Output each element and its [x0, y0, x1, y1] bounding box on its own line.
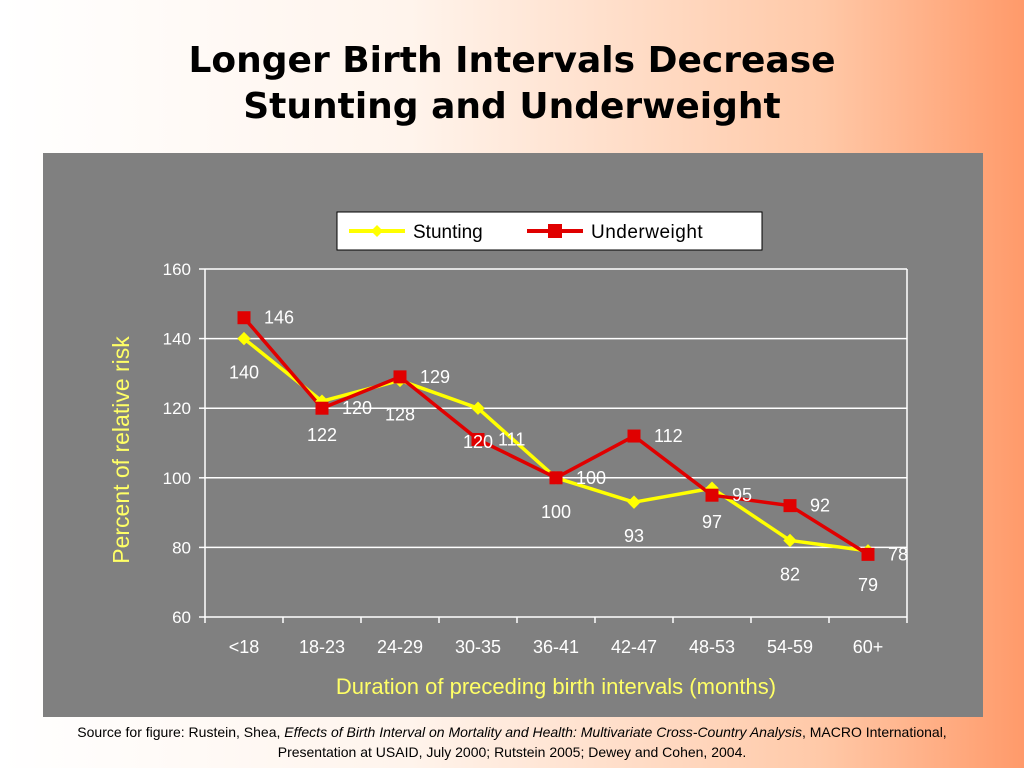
- source-italic-title: Effects of Birth Interval on Mortality a…: [284, 724, 802, 740]
- stunting-data-label: 120: [463, 432, 493, 452]
- underweight-point: [549, 471, 563, 485]
- x-tick-label: 60+: [853, 637, 884, 657]
- underweight-data-label: 112: [654, 426, 683, 446]
- stunting-data-label: 93: [624, 526, 644, 546]
- legend-label-underweight: Underweight: [591, 222, 703, 243]
- underweight-point: [783, 499, 797, 513]
- y-tick-label: 100: [163, 469, 191, 488]
- x-tick-label: 42-47: [611, 637, 657, 657]
- underweight-point: [471, 433, 485, 447]
- stunting-data-label: 79: [858, 575, 878, 595]
- y-tick-label: 60: [172, 608, 191, 627]
- chart-panel: 60 80 100 120 140 160 <18 18-23 24-29 30-35 36-41 4…: [43, 153, 983, 717]
- y-tick-label: 160: [163, 260, 191, 279]
- y-tick-label: 120: [163, 399, 191, 418]
- stunting-point: [237, 331, 251, 346]
- x-tick-label: 54-59: [767, 637, 813, 657]
- underweight-data-label: 129: [420, 367, 450, 387]
- underweight-point: [705, 488, 719, 502]
- line-chart: 60 80 100 120 140 160 <18 18-23 24-29 30-35 36-41 4…: [108, 211, 908, 699]
- legend-label-stunting: Stunting: [413, 222, 483, 243]
- underweight-data-label: 92: [810, 496, 830, 516]
- stunting-data-label: 122: [307, 425, 337, 445]
- x-tick-label: 48-53: [689, 637, 735, 657]
- stunting-data-label: 82: [780, 564, 800, 584]
- x-tick-label: 36-41: [533, 637, 579, 657]
- stunting-point: [627, 495, 641, 509]
- underweight-data-label: 146: [264, 308, 294, 328]
- source-suffix: , MACRO International, Presentation at U…: [277, 724, 947, 760]
- underweight-point: [393, 370, 407, 384]
- underweight-point: [861, 547, 875, 561]
- slide-title: Longer Birth Intervals Decrease Stunting…: [0, 38, 1024, 130]
- underweight-data-label: 120: [342, 398, 372, 418]
- underweight-point: [315, 401, 329, 415]
- y-tick-label: 80: [172, 538, 191, 557]
- x-tick-label: 24-29: [377, 637, 423, 657]
- stunting-point: [471, 401, 485, 415]
- underweight-point: [627, 429, 641, 443]
- x-tick-label: <18: [229, 637, 260, 657]
- underweight-data-label: 78: [888, 544, 908, 564]
- slide-title-line-1: Longer Birth Intervals Decrease: [188, 40, 836, 81]
- stunting-point: [783, 533, 797, 548]
- source-prefix: Source for figure: Rustein, Shea,: [77, 724, 285, 740]
- source-citation: Source for figure: Rustein, Shea, Effect…: [60, 722, 964, 762]
- x-axis-title: Duration of preceding birth intervals (m…: [336, 674, 776, 699]
- stunting-data-label: 128: [385, 404, 415, 424]
- underweight-data-label: 111: [498, 430, 525, 450]
- y-tick-label: 140: [163, 330, 191, 349]
- legend-marker-stunting: [371, 225, 383, 237]
- underweight-data-label: 95: [732, 485, 752, 505]
- x-tick-label: 18-23: [299, 637, 345, 657]
- underweight-point: [237, 311, 251, 325]
- y-axis-title: Percent of relative risk: [108, 336, 134, 564]
- underweight-data-label: 100: [576, 468, 606, 488]
- stunting-data-label: 100: [541, 502, 571, 522]
- stunting-data-label: 97: [702, 512, 722, 532]
- legend-marker-underweight: [548, 224, 562, 238]
- slide-title-line-2: Stunting and Underweight: [243, 86, 781, 127]
- x-tick-label: 30-35: [455, 637, 501, 657]
- stunting-data-label: 140: [229, 363, 259, 383]
